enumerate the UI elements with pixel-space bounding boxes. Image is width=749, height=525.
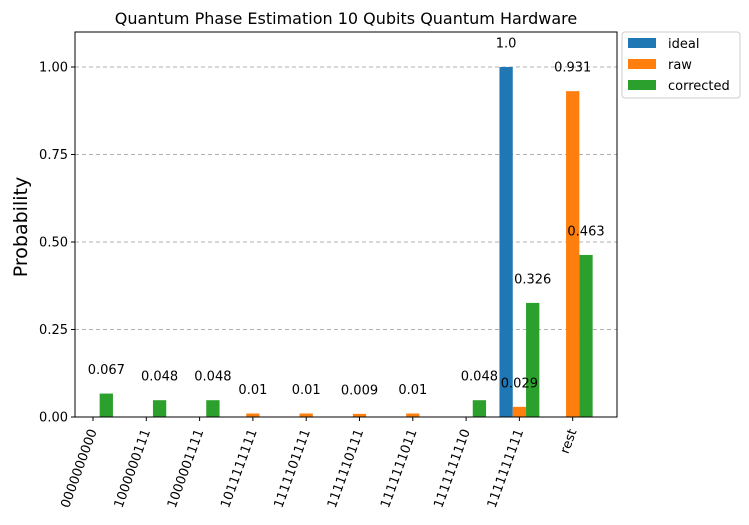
x-tick-label: 1111111110 bbox=[431, 427, 473, 510]
data-label: 0.067 bbox=[88, 363, 125, 378]
data-label: 0.326 bbox=[514, 272, 551, 287]
bar bbox=[206, 400, 219, 417]
bar bbox=[579, 255, 592, 417]
data-label: 0.048 bbox=[194, 370, 231, 385]
legend: ideal raw corrected bbox=[622, 32, 740, 98]
legend-swatch bbox=[628, 38, 656, 48]
legend-label: raw bbox=[668, 58, 692, 73]
legend-swatch bbox=[628, 80, 656, 90]
bar bbox=[526, 303, 539, 417]
bar bbox=[499, 67, 512, 417]
data-label: 0.463 bbox=[567, 224, 604, 239]
data-label: 0.931 bbox=[554, 61, 591, 76]
x-tick-label: rest bbox=[558, 427, 581, 456]
y-ticks: 0.00 0.25 0.50 0.75 1.00 bbox=[39, 61, 75, 426]
x-tick-label: 1000001111 bbox=[165, 427, 207, 510]
data-label: 0.01 bbox=[398, 383, 427, 398]
x-tick-label: 1111111011 bbox=[378, 427, 420, 510]
x-tick-label: 0000000000 bbox=[58, 427, 100, 510]
legend-swatch bbox=[628, 59, 656, 69]
legend-label: corrected bbox=[668, 79, 730, 94]
y-tick-label: 0.25 bbox=[39, 323, 68, 338]
bar bbox=[153, 400, 166, 417]
x-tick-label: 1111110111 bbox=[325, 427, 367, 510]
chart-title: Quantum Phase Estimation 10 Qubits Quant… bbox=[115, 9, 577, 28]
y-tick-label: 0.50 bbox=[39, 236, 68, 251]
x-tick-label: 1111111111 bbox=[485, 427, 527, 510]
data-label: 0.009 bbox=[341, 383, 378, 398]
bar bbox=[513, 407, 526, 417]
y-tick-label: 1.00 bbox=[39, 61, 68, 76]
y-tick-label: 0.00 bbox=[39, 411, 68, 426]
y-axis-label: Probability bbox=[10, 177, 32, 277]
gridlines bbox=[75, 67, 617, 330]
y-tick-label: 0.75 bbox=[39, 148, 68, 163]
data-label: 0.048 bbox=[461, 370, 498, 385]
bar bbox=[566, 91, 579, 417]
x-tick-label: 1111101111 bbox=[272, 427, 314, 510]
data-label: 0.01 bbox=[292, 383, 321, 398]
bar bbox=[473, 400, 486, 417]
x-tick-label: 1011111111 bbox=[218, 427, 260, 510]
data-label: 0.048 bbox=[141, 370, 178, 385]
bar bbox=[300, 414, 313, 418]
data-label: 1.0 bbox=[496, 37, 517, 52]
legend-label: ideal bbox=[668, 37, 699, 52]
bar bbox=[406, 414, 419, 418]
bar bbox=[100, 394, 113, 417]
x-ticks: 0000000000 1000000111 1000001111 1011111111… bbox=[58, 417, 580, 510]
x-tick-label: 1000000111 bbox=[112, 427, 154, 510]
data-label: 0.01 bbox=[238, 383, 267, 398]
bar bbox=[246, 414, 259, 418]
data-label: 0.029 bbox=[501, 376, 538, 391]
